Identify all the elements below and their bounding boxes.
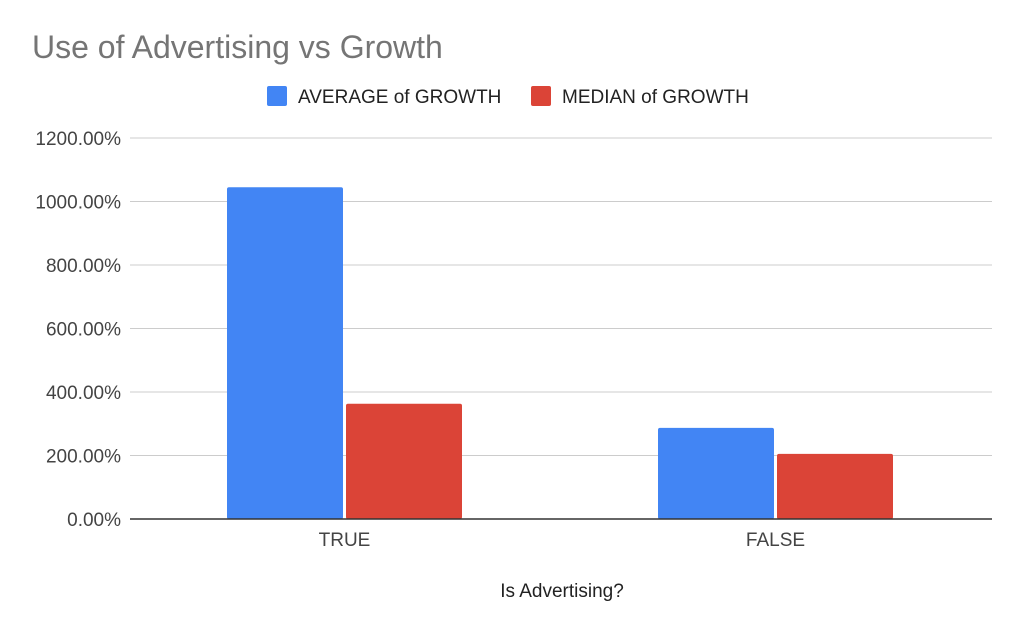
bar-average-of-growth-true — [227, 187, 343, 519]
y-tick-label: 1000.00% — [35, 193, 121, 214]
y-tick-label: 600.00% — [46, 320, 121, 341]
y-tick-label: 200.00% — [46, 447, 121, 468]
x-tick-label: FALSE — [746, 530, 805, 551]
y-axis-ticks: 0.00% 200.00% 400.00% 600.00% 800.00% 1000.00… — [35, 129, 121, 531]
legend-swatch — [267, 86, 287, 106]
chart-title: Use of Advertising vs Growth — [32, 29, 443, 65]
x-axis-ticks: TRUE FALSE — [319, 530, 805, 551]
x-axis-title: Is Advertising? — [500, 581, 624, 602]
y-tick-label: 0.00% — [67, 510, 121, 531]
y-tick-label: 800.00% — [46, 256, 121, 277]
legend: AVERAGE of GROWTH MEDIAN of GROWTH — [267, 86, 749, 108]
legend-swatch — [531, 86, 551, 106]
bar-average-of-growth-false — [658, 427, 774, 519]
y-tick-label: 400.00% — [46, 383, 121, 404]
bars — [227, 187, 893, 519]
bar-median-of-growth-false — [777, 453, 893, 519]
x-tick-label: TRUE — [319, 530, 371, 551]
bar-median-of-growth-true — [346, 403, 462, 519]
legend-label: AVERAGE of GROWTH — [298, 87, 501, 108]
legend-label: MEDIAN of GROWTH — [562, 87, 749, 108]
y-tick-label: 1200.00% — [35, 129, 121, 150]
